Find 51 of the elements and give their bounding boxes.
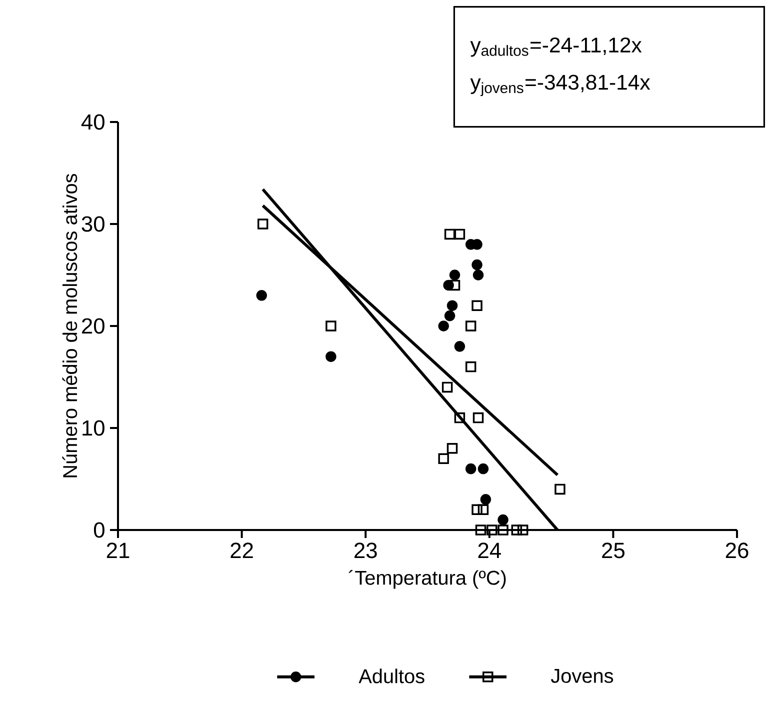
text: y$_{adultos}$=-24-11,12x — [470, 37, 642, 57]
x-tick-label: 24 — [478, 542, 501, 558]
point — [498, 514, 508, 526]
point — [472, 504, 482, 515]
legend-label: Jovens — [550, 669, 614, 683]
point — [465, 320, 476, 332]
point — [449, 280, 460, 291]
text: y$_{jovens}$=-343,81-14x — [470, 74, 650, 96]
y-tick-label: 20 — [82, 318, 104, 334]
x-tick-label: 26 — [726, 542, 748, 558]
legend-label: Adultos — [358, 668, 424, 684]
point — [438, 453, 449, 464]
y-tick-label: 40 — [81, 114, 104, 130]
point — [256, 290, 267, 301]
point — [486, 524, 498, 536]
y-tick-label: 0 — [94, 522, 104, 538]
x-axis-title: ´Temperatura (ºC) — [348, 570, 506, 589]
point — [511, 524, 522, 536]
point — [326, 351, 336, 362]
point — [454, 412, 466, 424]
x-tick-label: 23 — [354, 542, 377, 558]
y-axis-title: Número médio de moluscos ativos — [62, 174, 78, 478]
point — [480, 494, 492, 505]
point — [449, 270, 460, 280]
point — [442, 382, 453, 393]
point — [465, 361, 476, 372]
point — [446, 443, 458, 454]
point — [438, 320, 449, 332]
y-tick-label: 10 — [82, 420, 104, 436]
point — [478, 463, 489, 474]
y-tick-label: 30 — [82, 216, 104, 232]
point — [475, 524, 486, 536]
point — [446, 300, 458, 311]
point — [454, 228, 466, 240]
point — [478, 504, 489, 515]
point — [444, 310, 456, 322]
point — [454, 341, 466, 352]
point — [326, 320, 336, 332]
point — [472, 300, 482, 311]
x-tick-label: 22 — [230, 542, 253, 558]
point — [257, 218, 268, 230]
point — [465, 463, 476, 474]
point — [472, 412, 484, 424]
x-tick-label: 21 — [106, 542, 130, 558]
point — [554, 484, 566, 495]
point — [517, 524, 528, 536]
point — [498, 524, 508, 536]
point — [472, 259, 482, 270]
point — [472, 270, 484, 280]
x-tick-label: 25 — [602, 542, 624, 558]
point — [444, 228, 456, 240]
